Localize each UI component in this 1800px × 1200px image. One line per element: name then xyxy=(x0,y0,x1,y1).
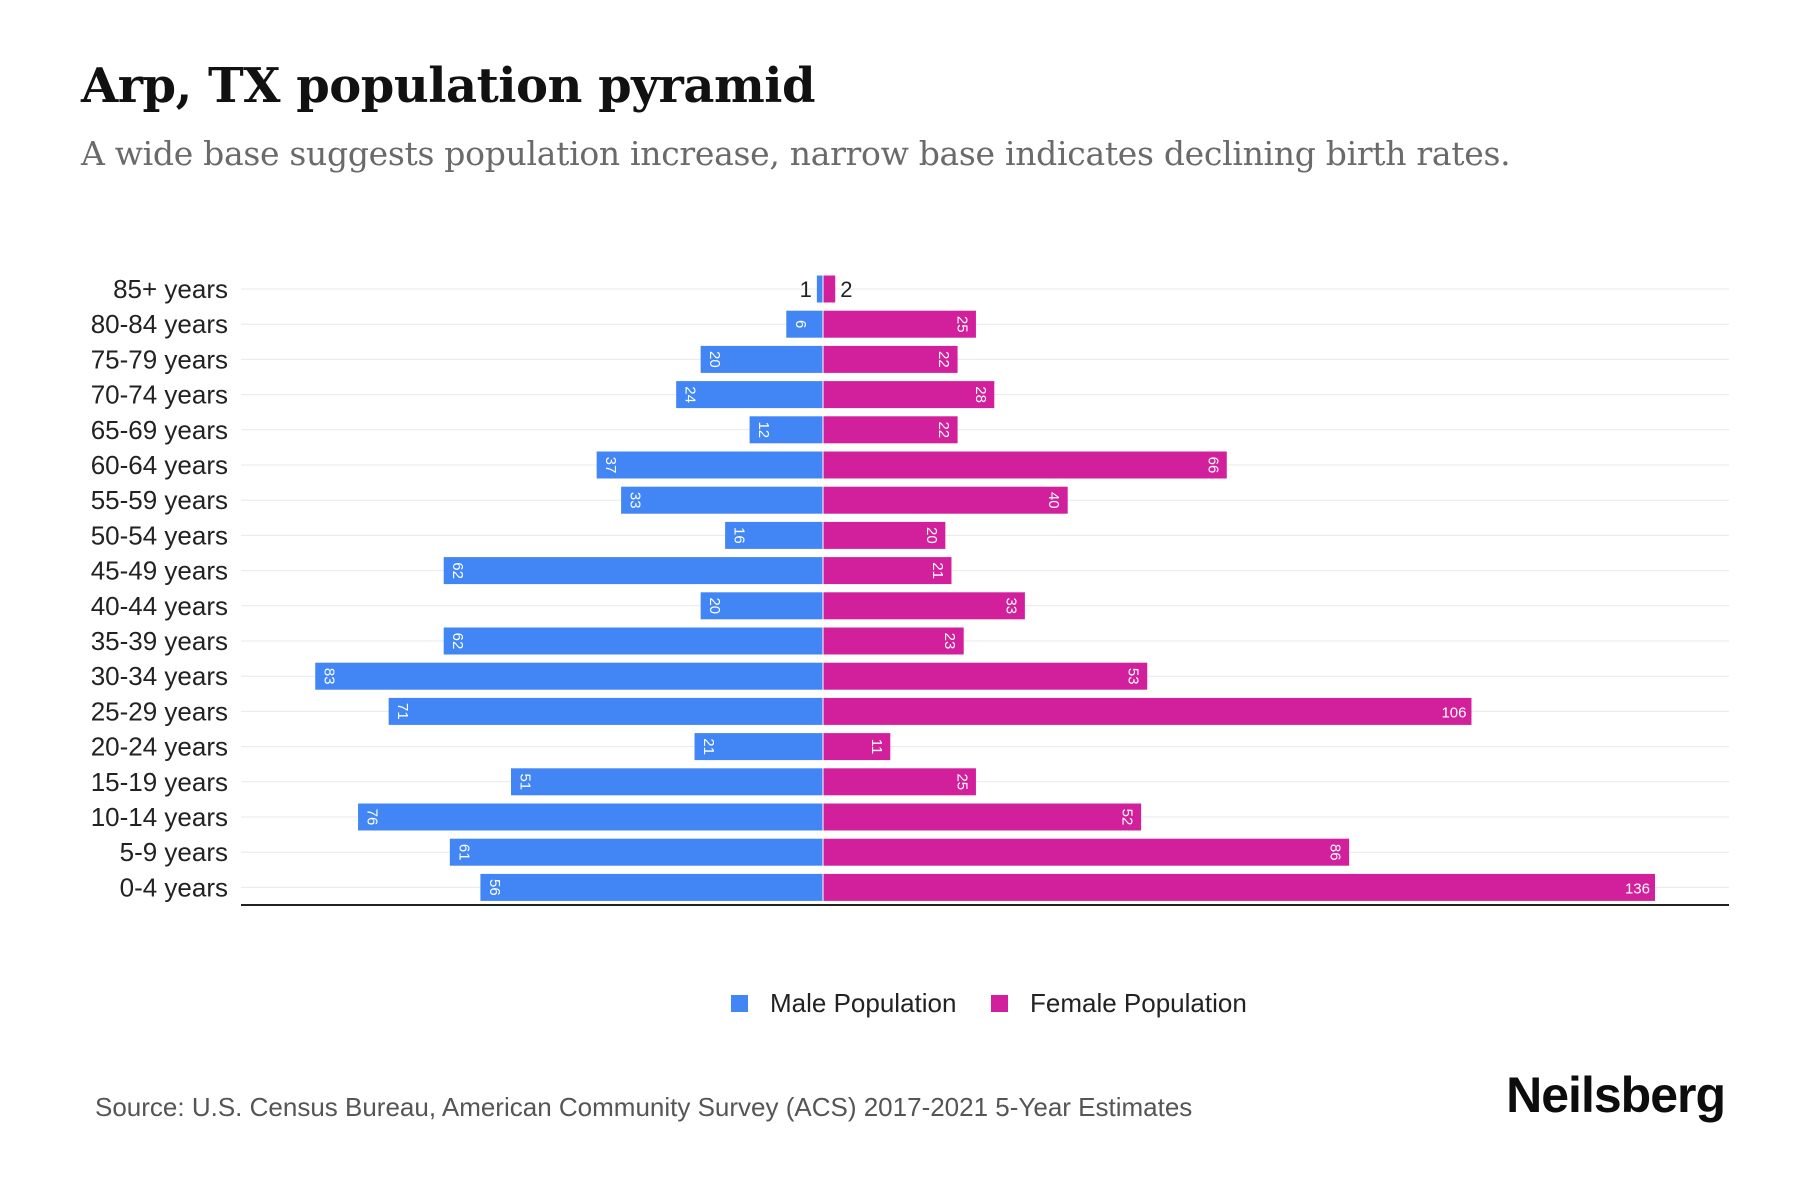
bar-female xyxy=(823,627,964,655)
data-label-male: 62 xyxy=(449,562,466,579)
data-label-male: 62 xyxy=(449,633,466,650)
bar-male xyxy=(725,521,823,549)
data-label-male: 33 xyxy=(627,492,644,509)
data-label-male: 83 xyxy=(321,668,338,685)
data-label-female: 2 xyxy=(840,277,852,302)
bar-male xyxy=(700,345,823,373)
bar-female xyxy=(823,697,1472,725)
legend-label-male: Male Population xyxy=(770,988,956,1018)
data-label-female: 52 xyxy=(1119,809,1136,826)
bar-male xyxy=(315,662,823,690)
data-label-male: 20 xyxy=(706,351,723,368)
bar-male xyxy=(449,838,823,866)
bar-male xyxy=(694,733,823,761)
data-label-male: 20 xyxy=(706,597,723,614)
bar-male xyxy=(358,803,823,831)
data-label-male: 37 xyxy=(602,457,619,474)
data-label-female: 25 xyxy=(953,773,970,790)
category-label: 0-4 years xyxy=(120,872,228,902)
bar-female xyxy=(823,486,1068,514)
data-label-female: 86 xyxy=(1327,844,1344,861)
data-label-male: 6 xyxy=(792,320,809,328)
brand-logo: Neilsberg xyxy=(1506,1067,1726,1123)
bar-female xyxy=(823,275,836,303)
bar-female xyxy=(823,521,946,549)
data-label-male: 61 xyxy=(455,844,472,861)
data-label-female: 25 xyxy=(953,316,970,333)
data-label-male: 56 xyxy=(486,879,503,896)
data-label-male: 71 xyxy=(394,703,411,720)
bar-female xyxy=(823,838,1350,866)
legend-label-female: Female Population xyxy=(1030,988,1247,1018)
category-label: 60-64 years xyxy=(91,450,228,480)
data-label-male: 12 xyxy=(755,421,772,438)
category-label: 30-34 years xyxy=(91,661,228,691)
bar-female xyxy=(823,381,995,409)
data-label-female: 20 xyxy=(923,527,940,544)
data-label-female: 22 xyxy=(935,351,952,368)
bar-male xyxy=(388,697,823,725)
bar-female xyxy=(823,557,952,585)
data-label-male: 1 xyxy=(800,277,812,302)
chart-title: Arp, TX population pyramid xyxy=(81,58,816,114)
bar-male xyxy=(786,310,823,338)
category-label: 15-19 years xyxy=(91,767,228,797)
bar-female xyxy=(823,451,1227,479)
source-note: Source: U.S. Census Bureau, American Com… xyxy=(95,1092,1193,1122)
category-label: 5-9 years xyxy=(120,837,228,867)
data-label-female: 40 xyxy=(1045,492,1062,509)
category-label: 80-84 years xyxy=(91,309,228,339)
category-label: 35-39 years xyxy=(91,626,228,656)
bar-female xyxy=(823,345,958,373)
category-label: 20-24 years xyxy=(91,732,228,762)
legend-swatch-female xyxy=(991,995,1008,1012)
bar-female xyxy=(823,873,1655,901)
bar-male xyxy=(676,381,823,409)
bar-male xyxy=(511,768,823,796)
legend-swatch-male xyxy=(731,995,748,1012)
data-label-male: 51 xyxy=(517,773,534,790)
category-label: 85+ years xyxy=(113,274,228,304)
category-label: 70-74 years xyxy=(91,380,228,410)
bar-male xyxy=(596,451,823,479)
category-label: 25-29 years xyxy=(91,696,228,726)
bar-male xyxy=(480,873,823,901)
bar-female xyxy=(823,416,958,444)
data-label-female: 136 xyxy=(1625,880,1650,897)
data-label-female: 106 xyxy=(1441,704,1466,721)
data-label-male: 76 xyxy=(364,809,381,826)
bar-female xyxy=(823,803,1142,831)
bar-male xyxy=(749,416,823,444)
data-label-female: 11 xyxy=(868,739,885,755)
bar-male xyxy=(700,592,823,620)
category-label: 10-14 years xyxy=(91,802,228,832)
data-label-female: 23 xyxy=(941,633,958,650)
category-label: 55-59 years xyxy=(91,485,228,515)
data-label-female: 28 xyxy=(972,386,989,403)
data-label-male: 24 xyxy=(682,386,699,403)
category-label: 75-79 years xyxy=(91,344,228,374)
bar-male xyxy=(443,627,823,655)
data-label-male: 21 xyxy=(700,738,717,755)
data-label-female: 22 xyxy=(935,421,952,438)
bar-female xyxy=(823,768,976,796)
bar-female xyxy=(823,733,891,761)
data-label-male: 16 xyxy=(731,527,748,544)
bar-female xyxy=(823,662,1148,690)
data-label-female: 53 xyxy=(1125,668,1142,685)
data-label-female: 21 xyxy=(929,562,946,579)
bar-male xyxy=(443,557,823,585)
category-label: 40-44 years xyxy=(91,591,228,621)
data-label-female: 66 xyxy=(1204,457,1221,474)
category-label: 45-49 years xyxy=(91,556,228,586)
bar-male xyxy=(816,275,823,303)
chart-subtitle: A wide base suggests population increase… xyxy=(81,134,1511,173)
bar-female xyxy=(823,310,976,338)
bar-male xyxy=(621,486,823,514)
category-label: 50-54 years xyxy=(91,520,228,550)
bar-female xyxy=(823,592,1025,620)
category-label: 65-69 years xyxy=(91,415,228,445)
data-label-female: 33 xyxy=(1002,597,1019,614)
